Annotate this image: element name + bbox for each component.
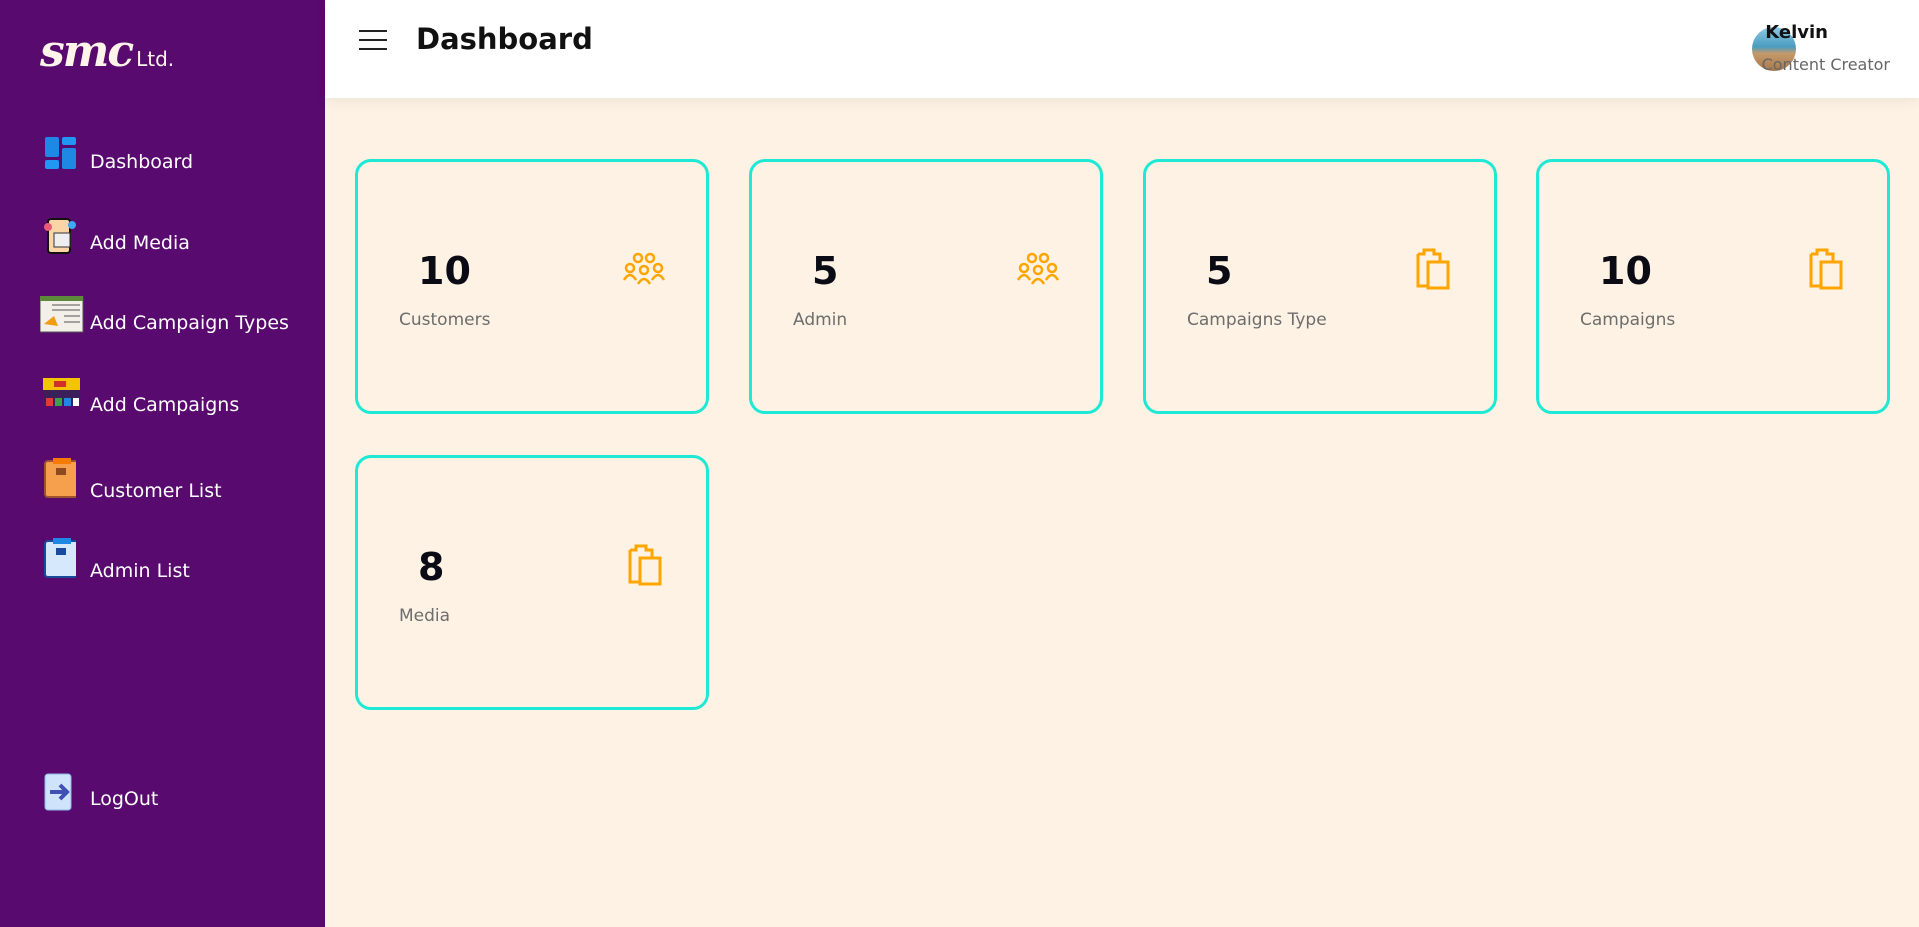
stat-label: Campaigns Type	[1187, 310, 1327, 330]
page-title: Dashboard	[416, 22, 593, 56]
stat-card-media[interactable]: 8 Media	[355, 455, 709, 710]
logout-label: LogOut	[90, 788, 159, 810]
users-icon	[1016, 248, 1060, 292]
stat-label: Customers	[399, 310, 491, 330]
clipboard-icon	[622, 544, 666, 588]
avatar[interactable]	[1752, 27, 1796, 71]
logout-button[interactable]: LogOut	[40, 772, 159, 811]
sidebar-item-customer-list[interactable]: Customer List	[40, 458, 222, 502]
stat-card-customers[interactable]: 10 Customers	[355, 159, 709, 414]
clipboard-icon	[1410, 248, 1454, 292]
stat-value: 10	[418, 249, 471, 293]
stat-value: 5	[812, 249, 839, 293]
sidebar-item-dashboard[interactable]: Dashboard	[40, 135, 193, 173]
stat-label: Campaigns	[1580, 310, 1676, 330]
user-role: Content Creator	[1761, 55, 1890, 74]
sidebar-item-label: Add Campaign Types	[90, 312, 289, 334]
logo-text: smc	[40, 26, 134, 77]
stat-label: Media	[399, 606, 451, 626]
logout-icon	[40, 772, 84, 811]
sidebar-item-add-media[interactable]: Add Media	[40, 216, 190, 254]
top-header: Dashboard Kelvin Content Creator	[325, 0, 1919, 98]
user-name: Kelvin	[1765, 22, 1828, 43]
sidebar-item-label: Add Media	[90, 232, 190, 254]
sidebar-item-label: Admin List	[90, 560, 190, 582]
stat-value: 5	[1206, 249, 1233, 293]
sidebar-item-label: Dashboard	[90, 151, 194, 173]
customer-list-icon	[40, 458, 84, 502]
clipboard-icon	[1803, 248, 1847, 292]
stat-card-admin[interactable]: 5 Admin	[749, 159, 1103, 414]
sidebar-item-add-campaign-types[interactable]: Add Campaign Types	[39, 295, 289, 334]
campaigns-icon	[40, 378, 84, 416]
admin-list-icon	[40, 538, 84, 582]
logo-suffix: Ltd.	[136, 47, 175, 71]
menu-toggle-icon[interactable]	[359, 30, 387, 52]
campaign-types-icon	[39, 295, 84, 334]
users-icon	[622, 248, 666, 292]
stat-value: 8	[418, 545, 445, 589]
sidebar-item-admin-list[interactable]: Admin List	[40, 538, 190, 582]
media-icon	[40, 216, 84, 254]
stat-label: Admin	[793, 310, 848, 330]
stat-card-campaigns-type[interactable]: 5 Campaigns Type	[1143, 159, 1497, 414]
sidebar-item-label: Customer List	[90, 480, 222, 502]
sidebar: smc Ltd. Dashboard Add Media Add Campaig…	[0, 0, 325, 927]
dashboard-icon	[40, 135, 84, 173]
sidebar-item-label: Add Campaigns	[90, 394, 240, 416]
logo[interactable]: smc Ltd.	[40, 26, 174, 77]
stat-card-campaigns[interactable]: 10 Campaigns	[1536, 159, 1890, 414]
stat-value: 10	[1599, 249, 1652, 293]
sidebar-item-add-campaigns[interactable]: Add Campaigns	[40, 378, 239, 416]
